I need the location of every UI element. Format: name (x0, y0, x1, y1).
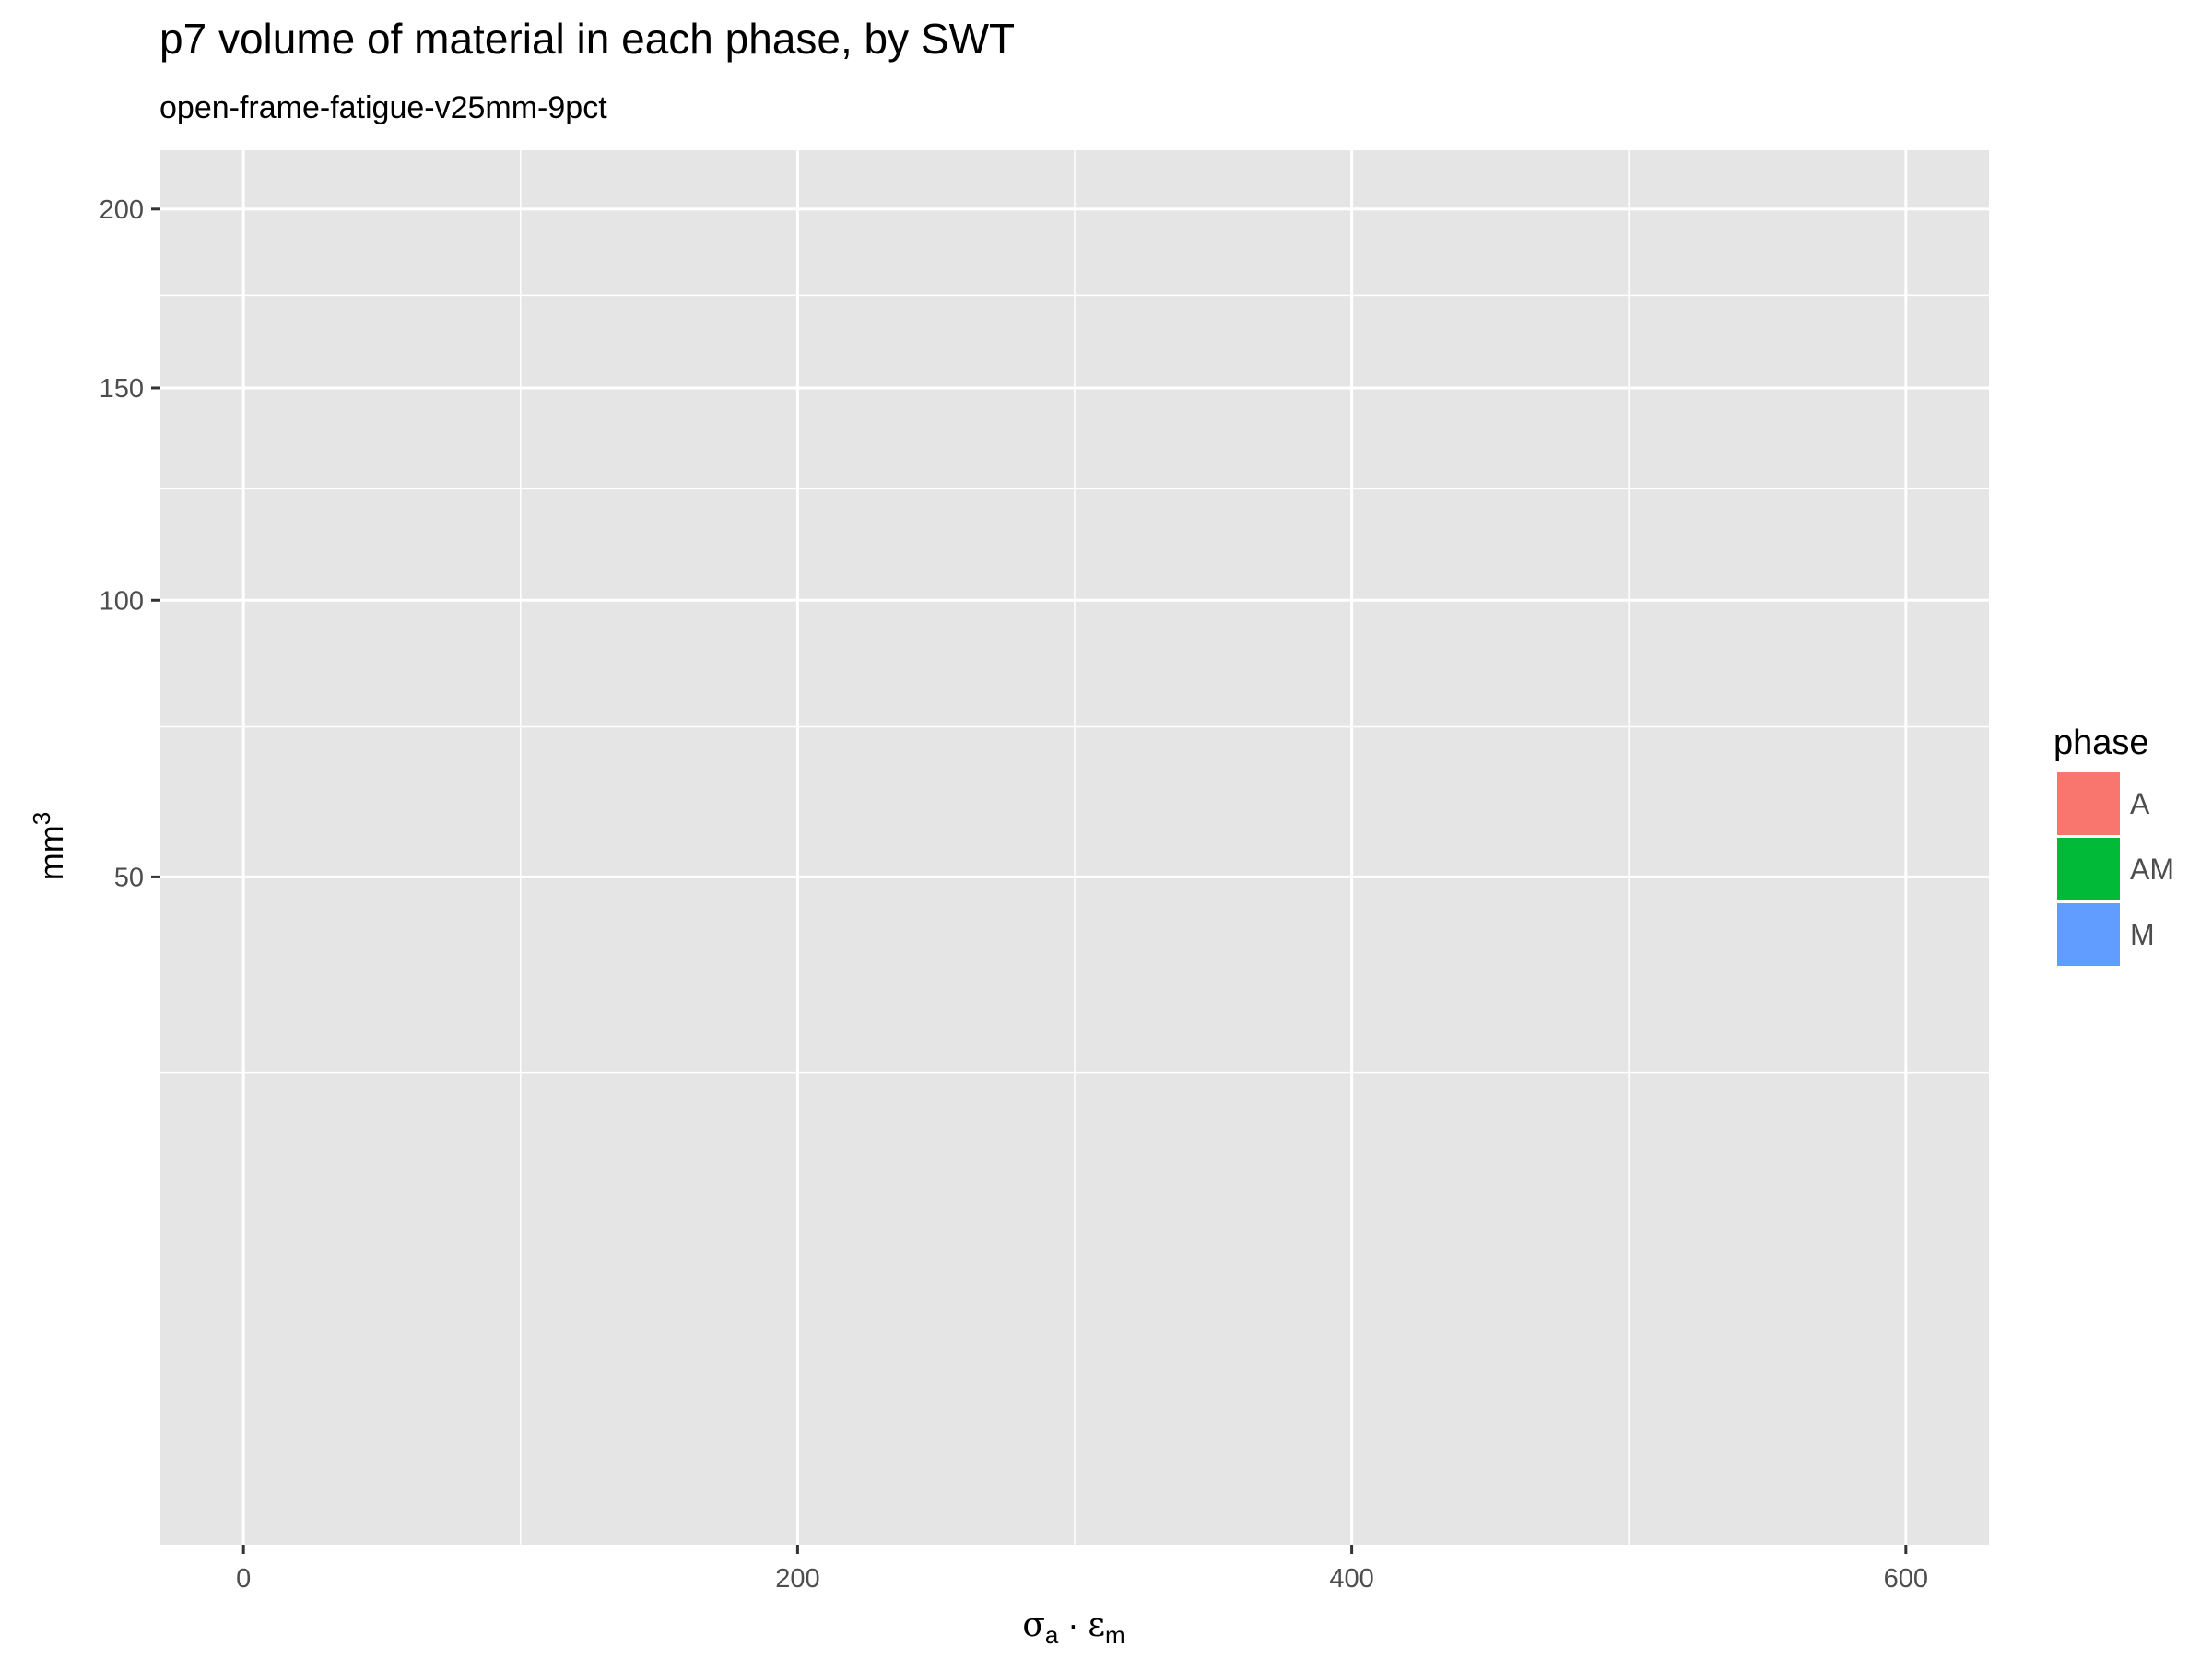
legend-key-a (2057, 772, 2120, 835)
x-axis-label: σa · εm (1022, 1606, 1124, 1649)
y-tick-label: 100 (100, 586, 144, 616)
minor-gridlines (160, 150, 1989, 1545)
x-tick-label: 200 (775, 1564, 819, 1594)
x-tick-label: 600 (1884, 1564, 1928, 1594)
y-tick-label: 200 (100, 195, 144, 225)
x-tick-label: 400 (1329, 1564, 1373, 1594)
legend-key-m (2057, 903, 2120, 966)
legend-label-am: AM (2130, 853, 2174, 886)
major-gridlines (160, 150, 1989, 1545)
x-axis-label-epsilon: ε (1088, 1606, 1105, 1644)
legend-label-a: A (2130, 787, 2150, 820)
x-tick-label: 0 (236, 1564, 251, 1594)
y-axis: 50 100 150 200 (100, 195, 160, 892)
legend-items: A AM M (2057, 772, 2174, 966)
y-axis-label-base: mm (32, 825, 70, 880)
legend: phase A AM M (2053, 724, 2174, 966)
legend-title: phase (2053, 724, 2149, 762)
y-tick-label: 150 (100, 374, 144, 404)
chart-subtitle: open-frame-fatigue-v25mm-9pct (159, 90, 607, 125)
x-axis-label-dot: · (1058, 1606, 1088, 1643)
y-axis-label: mm3 (28, 812, 70, 880)
chart-title: p7 volume of material in each phase, by … (159, 15, 1015, 63)
x-axis: 0 200 400 600 (236, 1545, 1928, 1594)
y-tick-label: 50 (114, 863, 144, 892)
x-axis-label-sigma: σ (1022, 1606, 1045, 1644)
legend-label-m: M (2130, 918, 2155, 951)
legend-key-am (2057, 838, 2120, 900)
y-axis-label-sup: 3 (28, 812, 55, 825)
x-axis-label-sub-a: a (1045, 1621, 1059, 1649)
x-axis-label-sub-m: m (1105, 1621, 1125, 1649)
